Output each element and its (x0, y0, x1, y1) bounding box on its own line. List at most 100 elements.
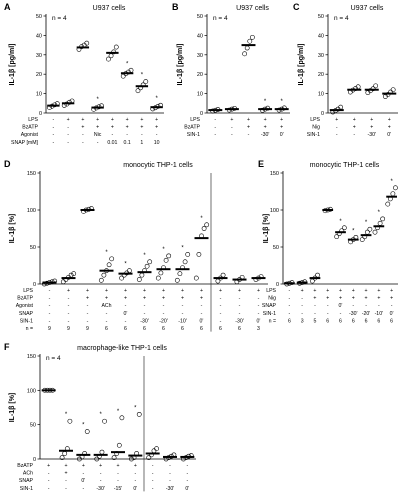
row-cell: + (219, 288, 222, 294)
y-tick-label: 50 (30, 423, 36, 429)
row-label: LPS (266, 288, 276, 294)
row-cell: + (388, 125, 391, 131)
significance-star: * (339, 219, 342, 225)
y-tick-label: 50 (197, 14, 203, 20)
row-cell: + (162, 288, 165, 294)
row-cell: + (257, 288, 260, 294)
row-cell: - (186, 471, 188, 477)
data-point (143, 79, 149, 84)
row-cell: - (48, 471, 50, 477)
data-point (136, 277, 142, 282)
row-cell: - (239, 296, 241, 302)
row-cell: 6 (124, 326, 127, 332)
row-cell: -30' (261, 132, 270, 138)
row-cell: + (264, 125, 267, 131)
row-cell: - (152, 478, 154, 484)
row-label: SIN-1 (20, 486, 33, 492)
row-cell: -30' (349, 311, 358, 317)
panel-title: monocytic THP-1 cells (310, 162, 380, 169)
n-label: n = 4 (46, 355, 61, 362)
row-cell: - (67, 132, 69, 138)
data-point (315, 272, 320, 278)
row-cell: - (100, 471, 102, 477)
row-cell: - (301, 311, 303, 317)
row-cell: - (327, 311, 329, 317)
row-cell: + (352, 288, 355, 294)
row-cell: + (352, 296, 355, 302)
row-cell: - (82, 471, 84, 477)
row-cell: -10' (375, 311, 384, 317)
row-cell: 9 (67, 326, 70, 332)
row-cell: - (289, 303, 291, 309)
data-point (204, 222, 210, 228)
row-cell: -30' (166, 486, 175, 492)
data-point (154, 446, 159, 452)
data-point (71, 271, 77, 277)
row-cell: - (231, 125, 233, 131)
row-cell: + (264, 117, 267, 123)
row-cell: - (182, 311, 184, 317)
row-cell: 0' (339, 303, 343, 309)
row-cell: 6 (288, 318, 291, 324)
row-label: SIN-1 (187, 132, 200, 138)
y-axis-label: IL-1β [pg/ml] (9, 44, 16, 86)
row-cell: + (111, 125, 114, 131)
row-cell: 6 (339, 318, 342, 324)
significance-star: * (141, 73, 144, 79)
row-cell: + (390, 296, 393, 302)
y-axis-label: IL-1β [pg/ml] (298, 44, 305, 86)
y-tick-label: 40 (36, 33, 42, 39)
data-point (146, 455, 152, 461)
significance-star: * (96, 97, 99, 103)
data-point (59, 455, 65, 461)
panel-letter: E (258, 159, 264, 169)
data-point (111, 455, 117, 461)
row-cell: Nic (94, 132, 102, 138)
row-cell: + (353, 125, 356, 131)
y-tick-label: 50 (30, 245, 36, 251)
row-cell: 6 (162, 326, 165, 332)
row-cell: - (378, 303, 380, 309)
significance-star: * (281, 99, 284, 105)
row-cell: - (239, 311, 241, 317)
y-tick-label: 150 (27, 354, 36, 360)
data-point (367, 226, 373, 232)
row-cell: ACh (101, 303, 111, 309)
y-tick-label: 50 (318, 14, 324, 20)
row-cell: - (336, 125, 338, 131)
row-cell: 3 (301, 318, 304, 324)
row-cell: 0' (387, 132, 391, 138)
row-cell: - (117, 478, 119, 484)
row-cell: - (68, 303, 70, 309)
row-cell: -20' (159, 318, 168, 324)
row-cell: + (390, 288, 393, 294)
row-cell: 6 (390, 318, 393, 324)
data-point (99, 449, 105, 455)
significance-star: * (378, 210, 381, 216)
row-cell: - (301, 296, 303, 302)
data-point (177, 271, 183, 277)
panel-title: U937 cells (236, 5, 269, 12)
row-cell: - (201, 303, 203, 309)
row-label: BzATP (17, 463, 33, 469)
row-cell: - (67, 125, 69, 131)
panel-title: U937 cells (351, 5, 384, 12)
data-point (380, 216, 386, 222)
row-cell: -30' (368, 132, 377, 138)
significance-star: * (134, 405, 137, 411)
row-cell: 0' (81, 478, 85, 484)
row-cell: + (313, 296, 316, 302)
data-point (341, 225, 347, 231)
row-label: BzATP (22, 125, 38, 131)
row-cell: - (100, 478, 102, 484)
significance-star: * (82, 423, 85, 429)
data-point (372, 229, 378, 235)
row-cell: 3 (257, 326, 260, 332)
significance-star: * (117, 409, 120, 415)
row-cell: - (49, 288, 51, 294)
row-cell: - (87, 303, 89, 309)
significance-star: * (200, 216, 203, 222)
row-cell: - (53, 125, 55, 131)
row-cell: + (326, 296, 329, 302)
